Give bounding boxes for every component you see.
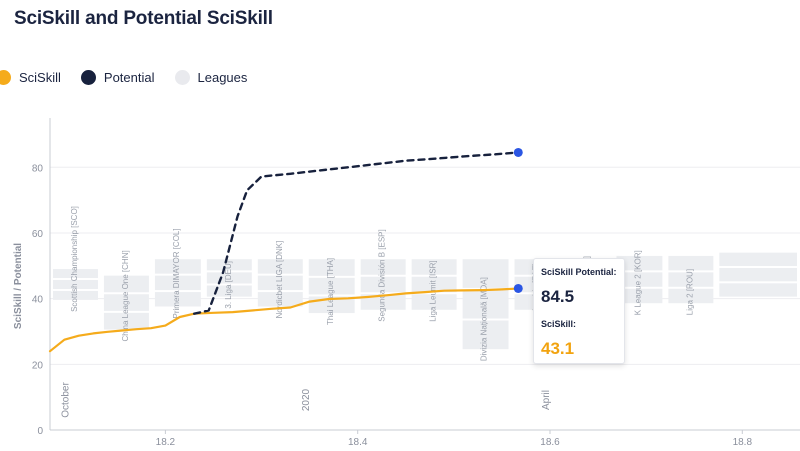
league-block <box>103 312 149 330</box>
marker-sciskill <box>513 283 523 293</box>
league-label: Primera DIMAYOR [COL] <box>172 228 181 318</box>
tooltip-sciskill-label: SciSkill: <box>541 319 577 329</box>
legend-dot-potential <box>80 69 96 85</box>
league-blocks: Scottish Championship [SCO] China League … <box>53 206 797 361</box>
league-block <box>616 255 663 271</box>
league-block <box>308 277 355 295</box>
marker-potential <box>513 147 523 157</box>
league-block <box>719 267 797 282</box>
legend-label-potential: Potential <box>103 69 155 85</box>
league-block <box>206 285 252 297</box>
league-block <box>257 259 303 274</box>
league-block <box>668 272 714 287</box>
league-block <box>53 269 98 279</box>
league-label: China League One [CHN] <box>121 250 130 341</box>
league-block <box>154 292 201 307</box>
league-block <box>206 272 252 284</box>
league-block <box>257 275 303 291</box>
league-label: K League 2 [KOR] <box>633 250 642 315</box>
league-block <box>462 259 509 288</box>
league-block <box>668 288 714 304</box>
league-block <box>719 283 797 297</box>
league-block <box>103 275 149 293</box>
x-tick-label: 18.6 <box>540 437 560 448</box>
league-label: 3. Liga [DEU] <box>224 261 233 309</box>
x-tick-label: 18.4 <box>348 437 368 448</box>
chart-legend: SciSkill Potential Leagues <box>0 66 267 88</box>
league-label: Nordicbet LIGA [DNK] <box>275 241 284 319</box>
league-label: Divizia Națională [MDA] <box>480 277 489 361</box>
league-block <box>308 259 355 276</box>
league-block <box>668 255 714 271</box>
league-label: Liga 2 [ROU] <box>685 269 694 315</box>
league-block <box>360 259 406 275</box>
series-line-potential <box>193 151 520 315</box>
league-label: Thai League [THA] <box>326 258 335 325</box>
tooltip-potential-value: 84.5 <box>541 287 575 306</box>
legend-item-leagues[interactable]: Leagues <box>174 69 248 85</box>
y-axis-label: SciSkill / Potential <box>13 243 24 329</box>
league-block <box>360 294 406 310</box>
league-block <box>154 275 201 291</box>
league-block <box>103 294 149 311</box>
legend-item-potential[interactable]: Potential <box>80 69 155 85</box>
legend-label-sciskill: SciSkill <box>19 69 61 85</box>
x-date-label: 2020 <box>301 388 312 411</box>
league-block <box>462 289 509 319</box>
series-line-sciskill <box>48 287 520 353</box>
x-tick-label: 18.8 <box>733 437 753 448</box>
x-tick-label: 18.2 <box>156 437 176 448</box>
league-label: Scottish Championship [SCO] <box>70 206 79 312</box>
y-tick-label: 0 <box>37 426 43 437</box>
legend-item-sciskill[interactable]: SciSkill <box>0 69 61 85</box>
league-block <box>53 290 98 300</box>
legend-dot-sciskill <box>0 69 11 85</box>
league-block <box>616 288 663 304</box>
tooltip-potential-label: SciSkill Potential: <box>541 267 617 277</box>
x-date-label: October <box>60 382 71 418</box>
y-tick-label: 80 <box>32 163 44 174</box>
chart-title: SciSkill and Potential SciSkill <box>14 8 273 29</box>
league-block <box>719 252 797 266</box>
legend-label-leagues: Leagues <box>197 69 248 85</box>
league-block <box>206 259 252 271</box>
league-block <box>411 259 457 275</box>
x-date-label: April <box>541 390 552 410</box>
league-block <box>257 292 303 307</box>
league-label: Segunda División B [ESP] <box>378 229 387 322</box>
league-block <box>411 276 457 293</box>
league-block <box>411 294 457 310</box>
y-tick-label: 60 <box>32 229 44 240</box>
league-block <box>53 280 98 289</box>
chart-tooltip: SciSkill Potential: 84.5 SciSkill: 43.1 <box>533 258 625 364</box>
tooltip-sciskill-value: 43.1 <box>541 339 575 358</box>
league-block <box>154 259 201 274</box>
league-block <box>462 320 509 350</box>
y-tick-label: 40 <box>32 295 44 306</box>
league-block <box>616 272 663 287</box>
y-tick-label: 20 <box>32 360 44 371</box>
legend-dot-leagues <box>174 69 190 85</box>
league-block <box>360 276 406 293</box>
